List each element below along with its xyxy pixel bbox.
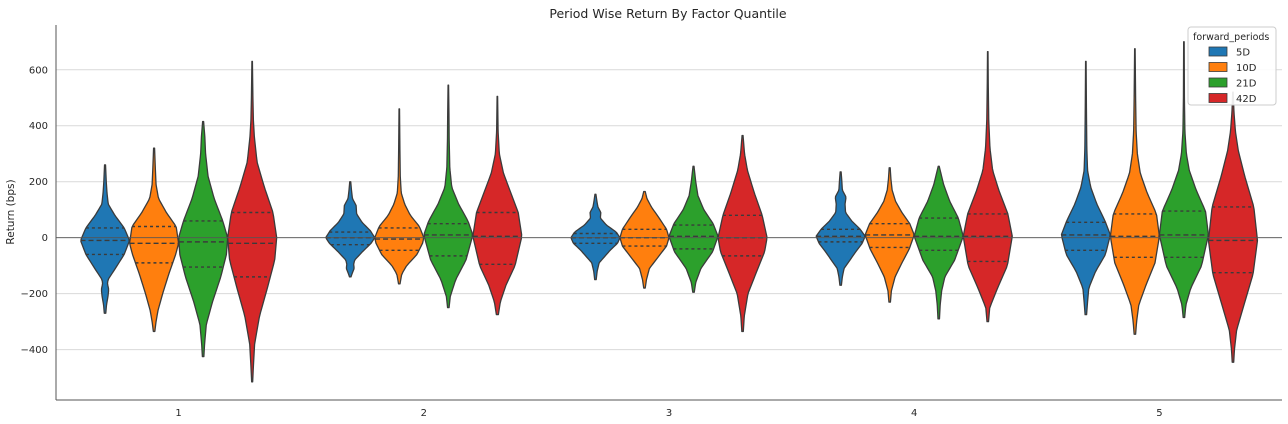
violin-21D-q4 bbox=[913, 165, 964, 320]
x-tick-label: 5 bbox=[1156, 408, 1162, 419]
violin-body bbox=[913, 165, 964, 320]
y-tick-label: 400 bbox=[29, 121, 48, 132]
violin-body bbox=[962, 50, 1013, 323]
violin-5D-q1 bbox=[80, 164, 130, 314]
axes: −400 −200 0 200 400 600 1 2 3 4 5 bbox=[21, 25, 1282, 419]
x-tick-label: 1 bbox=[175, 408, 181, 419]
legend-swatch bbox=[1208, 77, 1228, 88]
violin-body bbox=[619, 190, 670, 289]
violin-5D-q3 bbox=[570, 193, 621, 281]
violin-body bbox=[815, 171, 866, 286]
violin-body bbox=[1109, 48, 1160, 335]
legend-label: 10D bbox=[1236, 63, 1257, 74]
x-tick-label: 3 bbox=[666, 408, 672, 419]
violin-21D-q3 bbox=[668, 165, 719, 293]
violin-body bbox=[325, 181, 376, 278]
violin-body bbox=[1158, 41, 1210, 319]
violin-body bbox=[80, 164, 130, 314]
x-tick-label: 4 bbox=[911, 408, 917, 419]
legend-label: 42D bbox=[1236, 94, 1257, 105]
y-tick-label: 200 bbox=[29, 177, 48, 188]
legend-label: 5D bbox=[1236, 48, 1250, 59]
violin-42D-q2 bbox=[472, 95, 523, 316]
legend-swatch bbox=[1208, 46, 1228, 57]
violin-10D-q5 bbox=[1109, 48, 1160, 335]
violin-10D-q3 bbox=[619, 190, 670, 289]
y-tick-label: −200 bbox=[21, 289, 48, 300]
violin-10D-q4 bbox=[864, 167, 915, 303]
violin-5D-q4 bbox=[815, 171, 866, 286]
violin-body bbox=[227, 60, 278, 383]
y-tick-label: 600 bbox=[29, 65, 48, 76]
violin-body bbox=[717, 134, 768, 333]
violin-10D-q1 bbox=[128, 147, 180, 333]
violin-42D-q3 bbox=[717, 134, 768, 333]
y-axis-label: Return (bps) bbox=[5, 179, 17, 244]
violin-body bbox=[472, 95, 523, 316]
violin-5D-q2 bbox=[325, 181, 376, 278]
x-tick-label: 2 bbox=[421, 408, 427, 419]
violin-21D-q1 bbox=[178, 120, 229, 358]
violin-body bbox=[668, 165, 719, 293]
violin-42D-q4 bbox=[962, 50, 1013, 323]
violin-body bbox=[423, 84, 473, 309]
legend: forward_periods 5D 10D 21D 42D bbox=[1187, 26, 1277, 106]
violin-42D-q1 bbox=[227, 60, 278, 383]
violin-21D-q2 bbox=[423, 84, 473, 309]
legend-swatch bbox=[1208, 62, 1228, 72]
violin-plot-area bbox=[56, 41, 1282, 383]
y-tick-label: 0 bbox=[42, 233, 48, 244]
violin-21D-q5 bbox=[1158, 41, 1210, 319]
violin-body bbox=[128, 147, 180, 333]
violin-5D-q5 bbox=[1060, 60, 1111, 316]
legend-title: forward_periods bbox=[1193, 32, 1269, 43]
chart-title: Period Wise Return By Factor Quantile bbox=[549, 6, 787, 21]
violin-body bbox=[570, 193, 621, 281]
violin-body bbox=[374, 108, 425, 285]
legend-swatch bbox=[1208, 93, 1228, 103]
violin-42D-q5 bbox=[1207, 91, 1259, 363]
violin-10D-q2 bbox=[374, 108, 425, 285]
violin-body bbox=[1207, 91, 1259, 363]
legend-label: 21D bbox=[1236, 79, 1257, 90]
y-tick-label: −400 bbox=[21, 345, 48, 356]
violin-body bbox=[178, 120, 229, 358]
violin-body bbox=[1060, 60, 1111, 316]
